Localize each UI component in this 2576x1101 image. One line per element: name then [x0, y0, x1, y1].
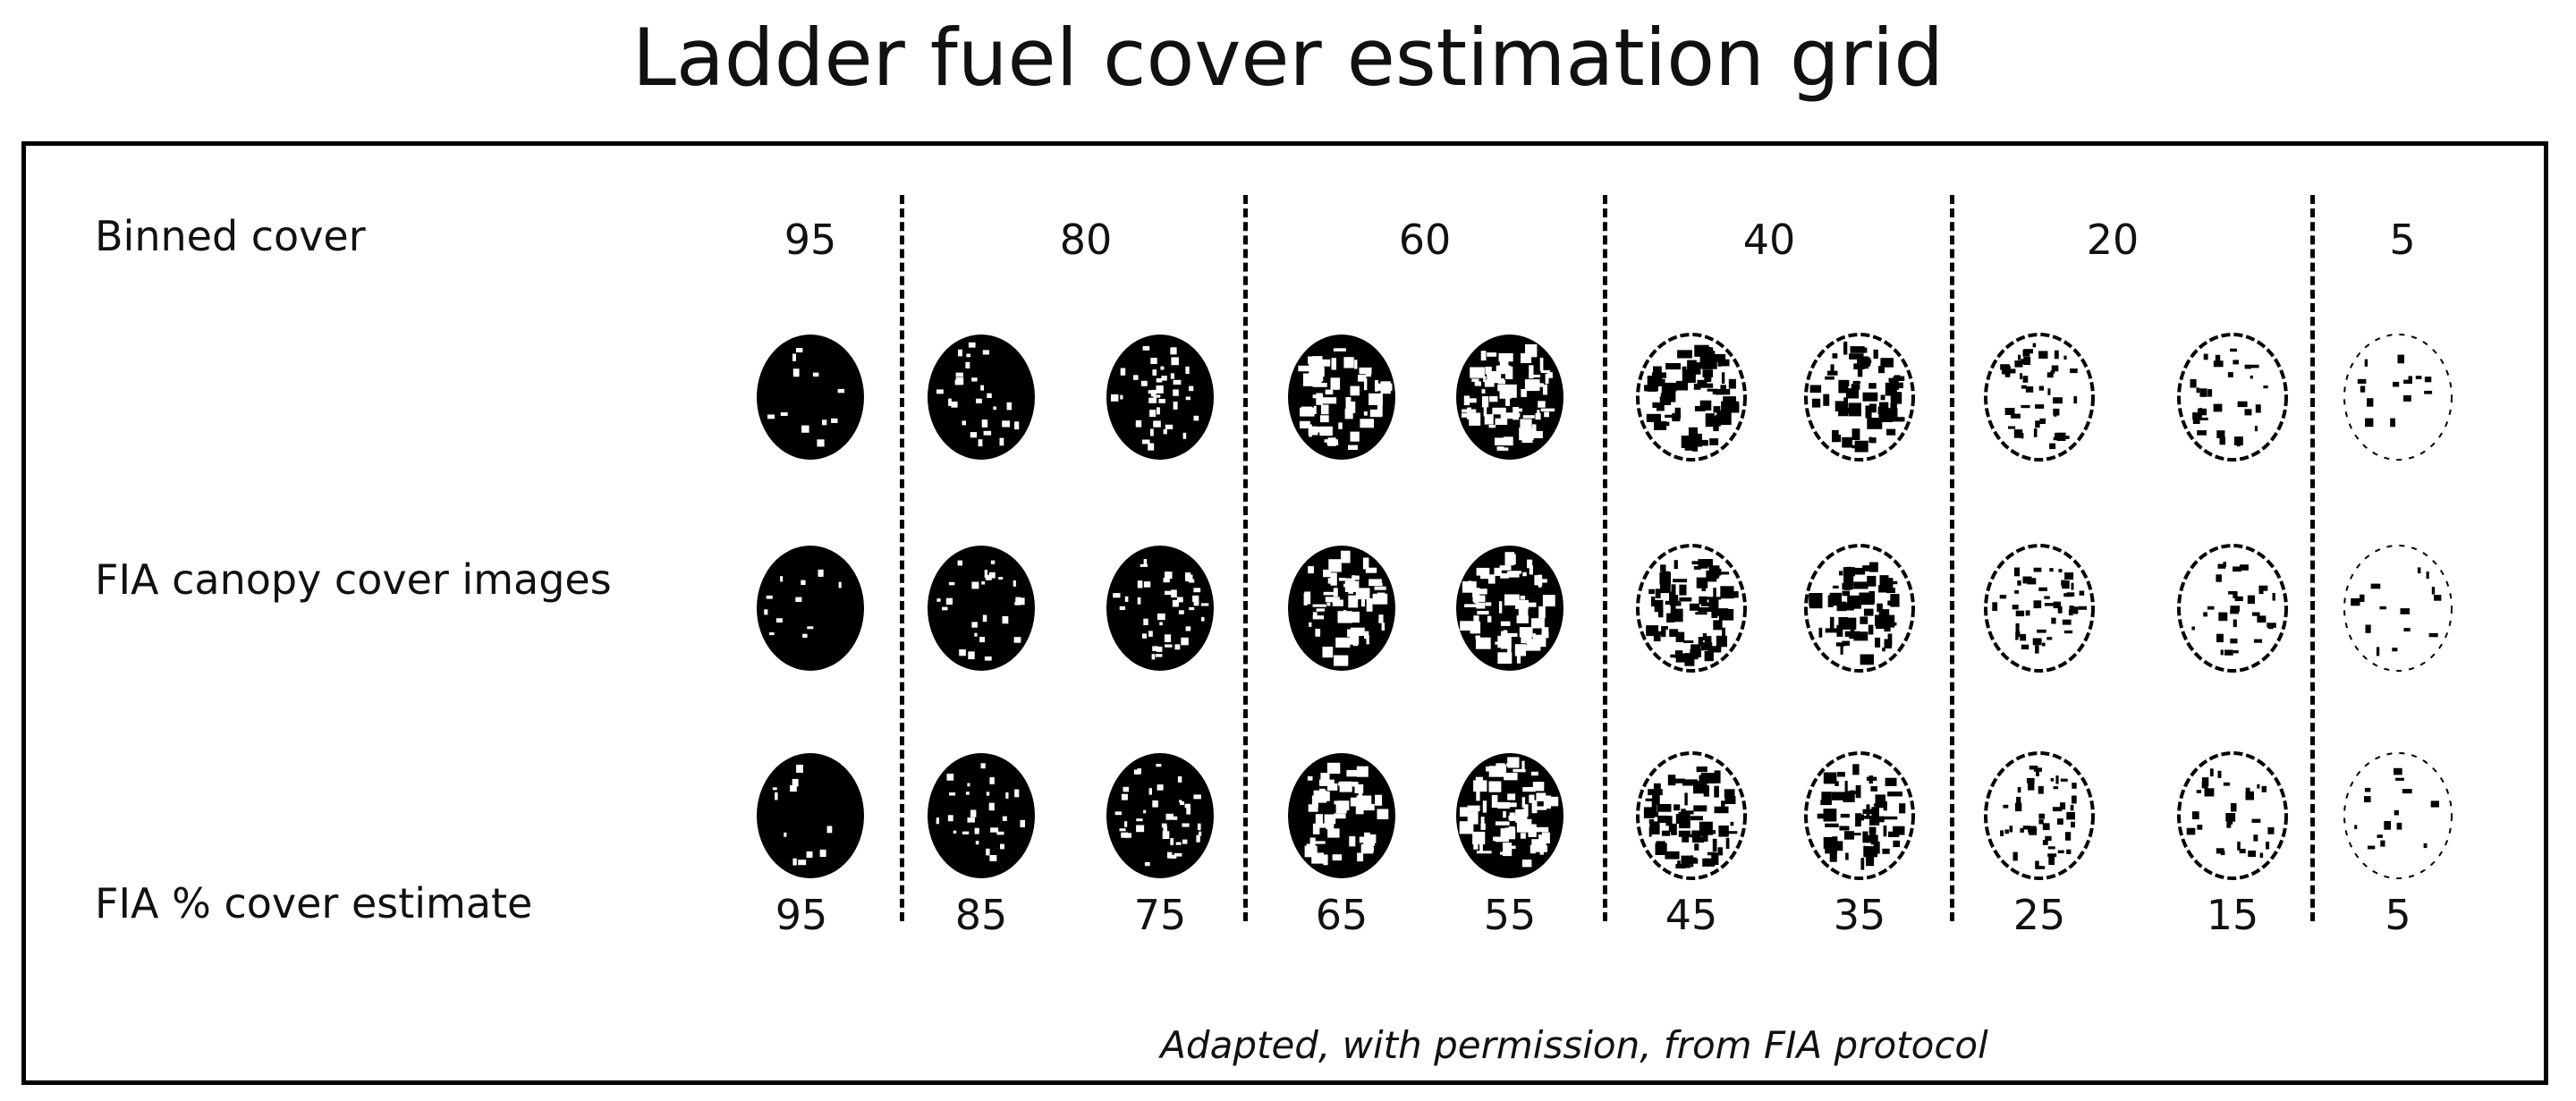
- canopy-cover-image: [1984, 544, 2095, 673]
- bin-divider: [1243, 195, 1248, 921]
- canopy-cover-image: [1456, 335, 1563, 460]
- canopy-cover-image: [1456, 546, 1563, 671]
- binned-cover-20: 20: [2086, 216, 2140, 264]
- canopy-cover-image: [1636, 751, 1747, 880]
- canopy-cover-image: [1106, 546, 1214, 671]
- canopy-cover-image: [2177, 333, 2288, 462]
- binned-cover-40: 40: [1742, 216, 1796, 264]
- canopy-cover-image: [2177, 751, 2288, 880]
- canopy-cover-image: [1636, 333, 1747, 462]
- canopy-cover-image: [1288, 546, 1395, 671]
- attribution-caption: Adapted, with permission, from FIA proto…: [1160, 1023, 1988, 1067]
- canopy-cover-image: [928, 335, 1035, 460]
- estimate-label-45: 45: [1665, 891, 1718, 939]
- canopy-cover-image: [1636, 544, 1747, 673]
- canopy-cover-image: [1804, 333, 1915, 462]
- canopy-cover-image: [2343, 334, 2453, 461]
- canopy-cover-image: [1804, 544, 1915, 673]
- figure-title: Ladder fuel cover estimation grid: [631, 12, 1945, 104]
- binned-cover-80: 80: [1059, 216, 1113, 264]
- estimate-label-15: 15: [2206, 891, 2259, 939]
- estimate-label-35: 35: [1833, 891, 1886, 939]
- row-label-canopy-images: FIA canopy cover images: [95, 555, 612, 604]
- canopy-cover-image: [1804, 751, 1915, 880]
- canopy-cover-image: [1288, 335, 1395, 460]
- estimate-label-55: 55: [1483, 891, 1537, 939]
- canopy-cover-image: [757, 546, 864, 671]
- row-label-binned-cover: Binned cover: [95, 212, 366, 260]
- canopy-cover-image: [757, 335, 864, 460]
- estimate-label-85: 85: [954, 891, 1008, 939]
- canopy-cover-image: [928, 753, 1035, 878]
- grid-frame: [21, 141, 2548, 1085]
- binned-cover-95: 95: [784, 216, 837, 264]
- estimate-label-5: 5: [2385, 891, 2411, 939]
- bin-divider: [1950, 195, 1954, 921]
- estimate-label-65: 65: [1315, 891, 1368, 939]
- canopy-cover-image: [757, 753, 864, 878]
- canopy-cover-image: [1288, 753, 1395, 878]
- bin-divider: [900, 195, 904, 921]
- estimate-label-95: 95: [775, 891, 828, 939]
- canopy-cover-image: [1106, 335, 1214, 460]
- canopy-cover-image: [1456, 753, 1563, 878]
- canopy-cover-image: [2177, 544, 2288, 673]
- canopy-cover-image: [1984, 751, 2095, 880]
- bin-divider: [2310, 195, 2315, 921]
- row-label-cover-estimate: FIA % cover estimate: [95, 879, 533, 927]
- binned-cover-5: 5: [2389, 216, 2416, 264]
- canopy-cover-image: [1106, 753, 1214, 878]
- canopy-cover-image: [1984, 333, 2095, 462]
- estimate-label-75: 75: [1133, 891, 1187, 939]
- canopy-cover-image: [2343, 752, 2453, 879]
- bin-divider: [1603, 195, 1607, 921]
- estimate-label-25: 25: [2012, 891, 2066, 939]
- canopy-cover-image: [928, 546, 1035, 671]
- canopy-cover-image: [2343, 545, 2453, 672]
- binned-cover-60: 60: [1398, 216, 1452, 264]
